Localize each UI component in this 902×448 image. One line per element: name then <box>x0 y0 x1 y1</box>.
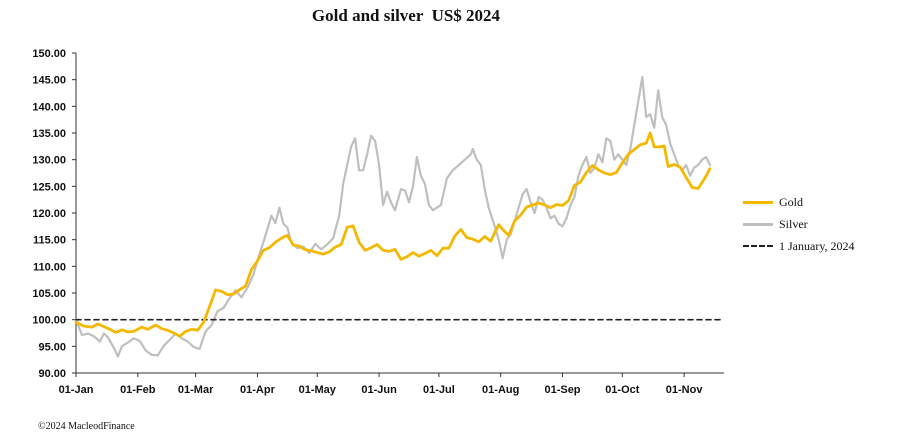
x-tick-label: 01-Jun <box>361 384 397 396</box>
x-tick-label: 01-Feb <box>120 384 156 396</box>
legend-label-gold: Gold <box>779 194 803 209</box>
y-tick-label: 90.00 <box>38 368 66 380</box>
x-tick-label: 01-Apr <box>240 384 276 396</box>
x-tick-label: 01-Mar <box>178 384 214 396</box>
y-tick-label: 120.00 <box>32 208 66 220</box>
x-tick-label: 01-Aug <box>482 384 519 396</box>
legend-swatch-silver <box>743 222 773 226</box>
copyright-footer: ©2024 MacleodFinance <box>38 421 135 432</box>
y-tick-label: 110.00 <box>33 261 66 273</box>
y-tick-label: 95.00 <box>38 341 66 353</box>
y-tick-label: 125.00 <box>32 181 66 193</box>
x-tick-label: 01-Jul <box>423 384 455 396</box>
legend-label-silver: Silver <box>779 216 808 231</box>
chart-axes: 90.00 95.00 100.00 105.00 110.00 115.00 120.00… <box>32 48 724 396</box>
x-tick-label: 01-May <box>299 384 337 396</box>
y-tick-label: 130.00 <box>32 155 66 167</box>
x-tick-label: 01-Nov <box>666 384 704 396</box>
x-tick-label: 01-Oct <box>605 384 640 396</box>
x-tick-label: 01-Jan <box>59 384 94 396</box>
legend-item-gold: Gold <box>743 191 855 213</box>
legend-swatch-baseline <box>743 245 773 247</box>
y-tick-label: 145.00 <box>32 75 66 87</box>
legend-item-baseline: 1 January, 2024 <box>743 235 855 257</box>
y-tick-label: 105.00 <box>32 288 66 300</box>
y-tick-label: 135.00 <box>32 128 66 140</box>
legend-label-baseline: 1 January, 2024 <box>779 238 855 253</box>
legend-swatch-gold <box>743 200 773 204</box>
x-tick-label: 01-Sep <box>544 384 580 396</box>
chart-title: Gold and silver US$ 2024 <box>311 6 501 25</box>
series-line-silver <box>74 75 712 358</box>
y-tick-label: 140.00 <box>32 101 66 113</box>
chart-series <box>74 75 725 358</box>
series-line-gold <box>74 131 712 338</box>
legend-item-silver: Silver <box>743 213 855 235</box>
y-tick-label: 100.00 <box>32 315 66 327</box>
chart-legend: Gold Silver 1 January, 2024 <box>743 191 855 257</box>
y-tick-label: 115.00 <box>33 235 66 247</box>
y-tick-label: 150.00 <box>32 48 66 60</box>
